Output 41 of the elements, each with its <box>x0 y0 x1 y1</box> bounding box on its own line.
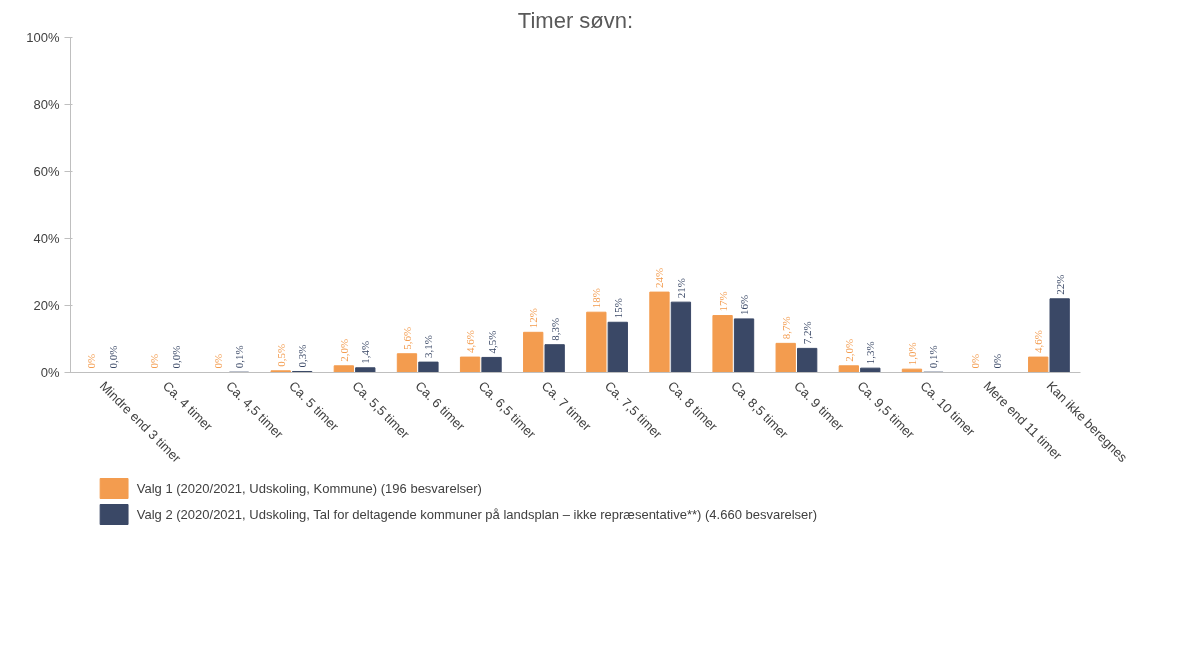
data-label: 0,0% <box>106 345 119 369</box>
data-label: 1,3% <box>864 341 877 365</box>
data-label: 17% <box>716 291 729 312</box>
data-label: 1,0% <box>905 342 918 366</box>
data-label: 4,6% <box>464 330 477 354</box>
data-label: 2,0% <box>337 338 350 362</box>
data-label: 0,0% <box>169 345 182 369</box>
data-label: 8,7% <box>779 316 792 340</box>
data-label: 0,5% <box>274 343 287 367</box>
data-label: 0% <box>969 353 982 369</box>
data-label: 5,6% <box>400 326 413 350</box>
legend-label: Valg 1 (2020/2021, Udskoling, Kommune) (196 besvarelser) <box>136 481 482 496</box>
data-label: 0% <box>990 353 1003 369</box>
legend-label: Valg 2 (2020/2021, Udskoling, Tal for deltagende kommuner på landsplan – ikke repræsentative**) (4.660 besvarelser) <box>136 507 818 522</box>
data-label: 7,2% <box>801 321 814 345</box>
y-tick-label: 40% <box>33 231 60 246</box>
data-label: 8,3% <box>548 317 561 341</box>
data-label: 21% <box>674 277 687 299</box>
data-label: 2,0% <box>842 338 855 362</box>
data-label: 18% <box>590 288 603 309</box>
data-label: 4,5% <box>485 330 498 354</box>
data-label: 15% <box>611 298 624 319</box>
chart-title: Timer søvn: <box>517 7 634 33</box>
data-label: 16% <box>738 294 751 315</box>
y-tick-label: 80% <box>33 97 60 112</box>
y-tick-label: 20% <box>33 298 60 313</box>
data-label: 0% <box>211 353 224 369</box>
y-tick-label: 0% <box>40 365 60 380</box>
data-label: 22% <box>1053 274 1066 295</box>
data-label: 12% <box>527 308 540 329</box>
data-label: 0,3% <box>296 344 309 368</box>
data-label: 0% <box>148 353 161 369</box>
data-label: 0,1% <box>927 345 940 369</box>
y-tick-label: 60% <box>33 164 60 179</box>
data-label: 0,1% <box>233 345 246 369</box>
data-label: 3,1% <box>422 335 435 359</box>
data-label: 1,4% <box>359 340 372 364</box>
data-label: 24% <box>653 267 666 289</box>
data-label: 0% <box>85 353 98 369</box>
y-tick-label: 100% <box>26 30 60 45</box>
data-label: 4,6% <box>1032 330 1045 354</box>
